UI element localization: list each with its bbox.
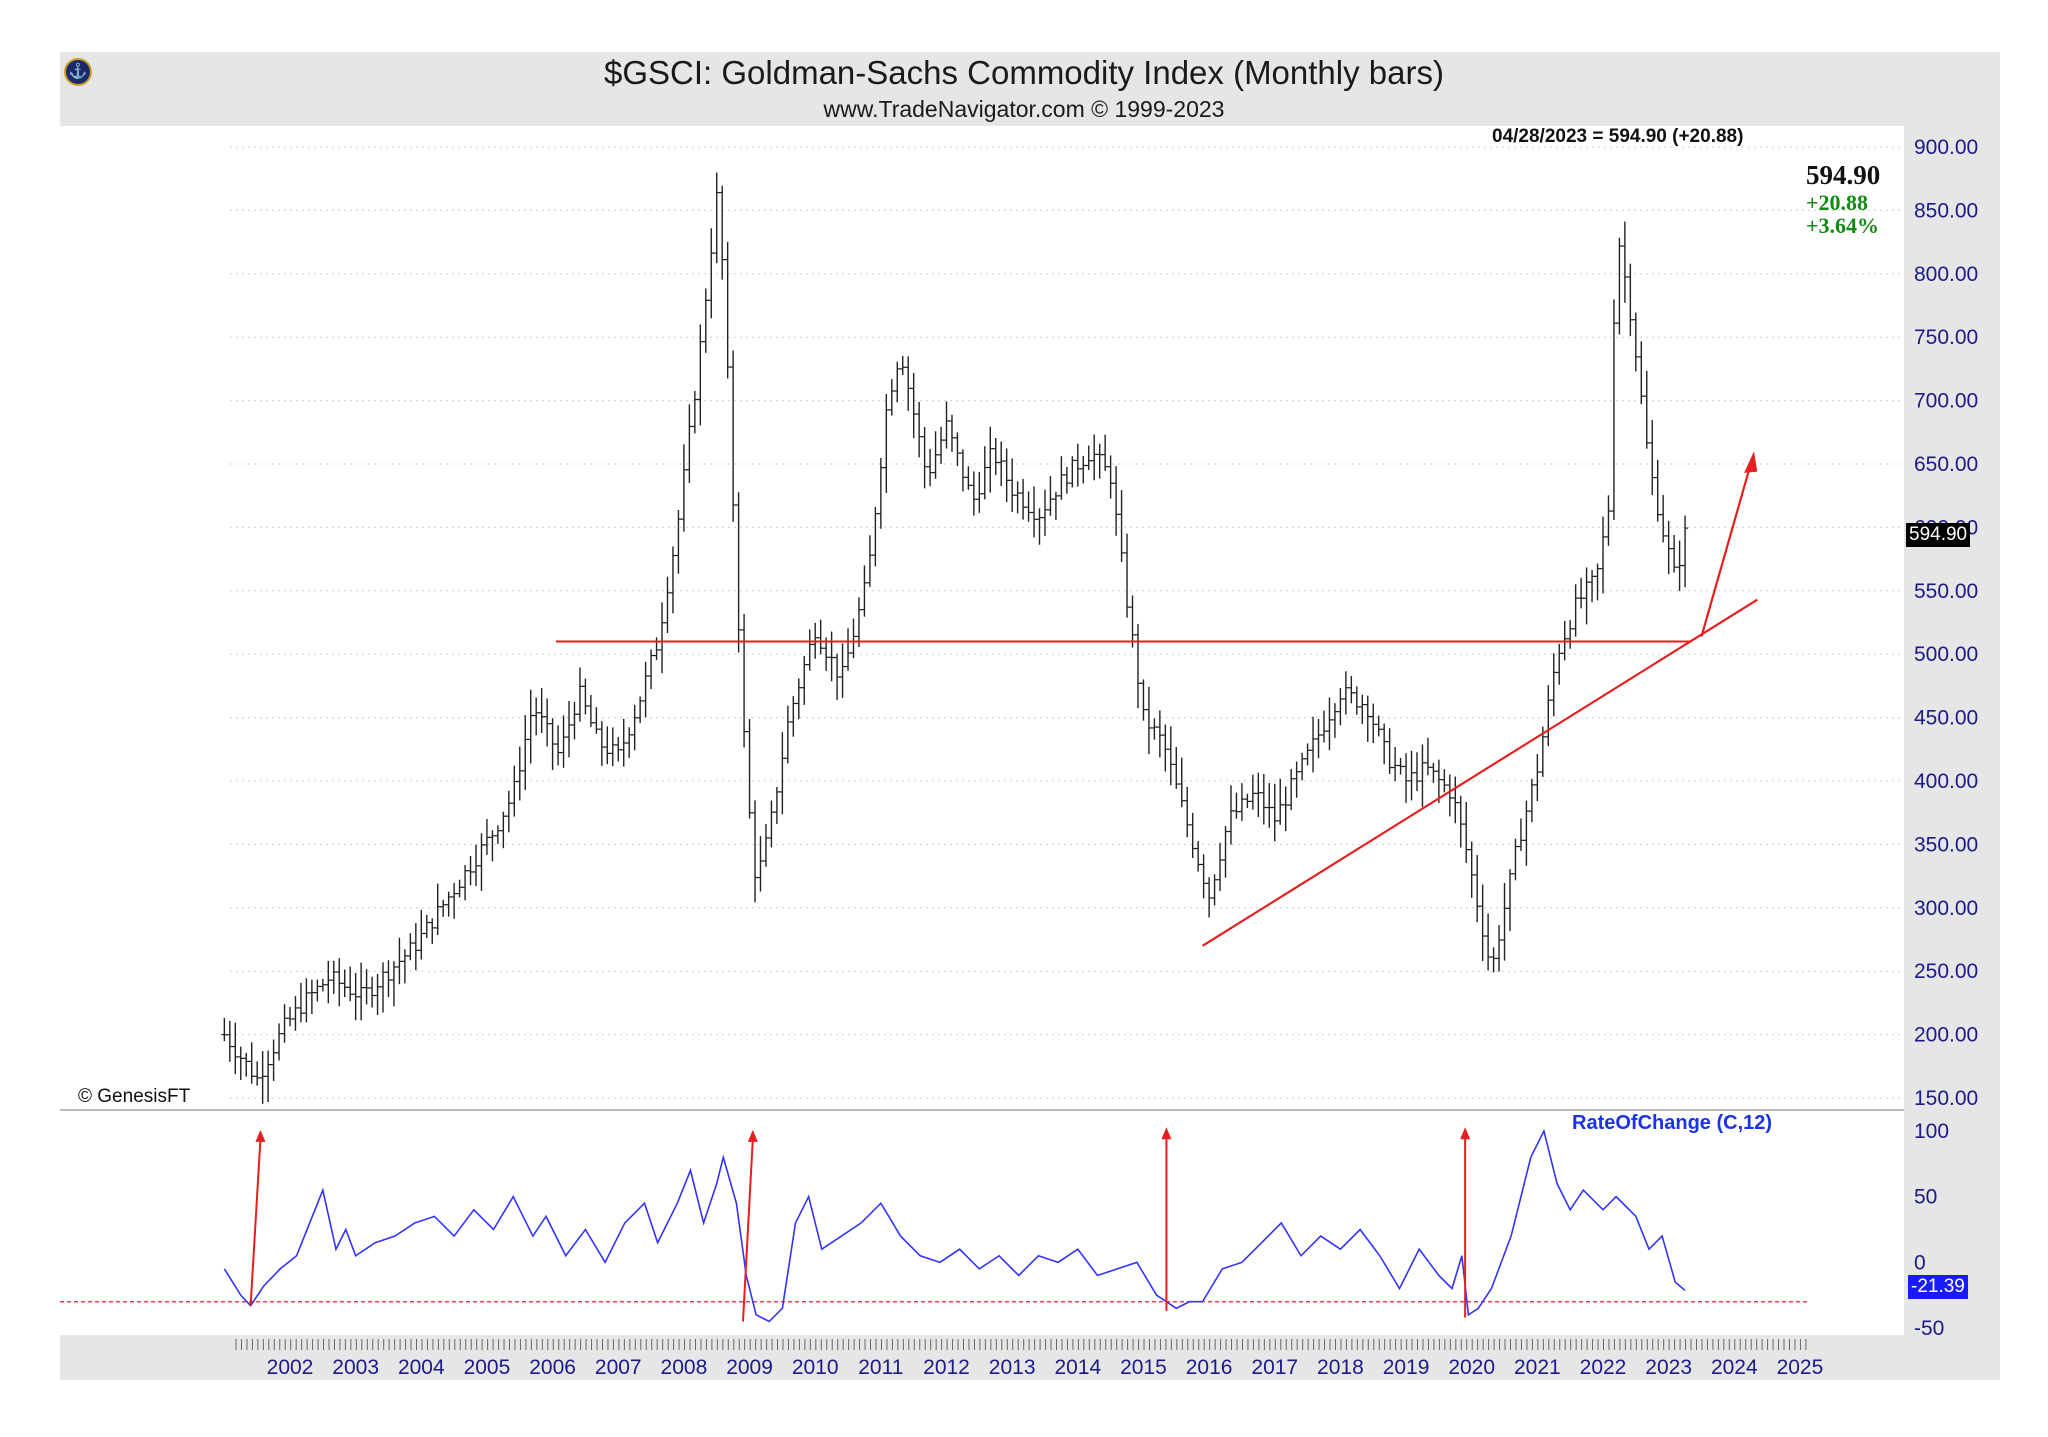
last-price: 594.90	[1806, 160, 1881, 190]
date-value-readout: 04/28/2023 = 594.90 (+20.88)	[1492, 126, 1744, 147]
roc-line	[223, 1128, 1686, 1323]
x-tick-label: 2025	[1777, 1356, 1824, 1379]
projection-arrowhead	[1744, 451, 1758, 473]
x-tick-label: 2014	[1054, 1356, 1101, 1379]
x-tick-label: 2017	[1251, 1356, 1298, 1379]
projection-arrow-line	[1700, 463, 1752, 637]
roc-signal-arrowhead	[747, 1129, 758, 1142]
x-tick-label: 2024	[1711, 1356, 1758, 1379]
price-tick-label: 350.00	[1914, 833, 1978, 856]
roc-signal-arrowhead	[1161, 1127, 1172, 1140]
price-change-percent: +3.64%	[1806, 213, 1880, 238]
x-tick-label: 2011	[858, 1356, 903, 1379]
x-tick-label: 2023	[1645, 1356, 1692, 1379]
x-tick-label: 2012	[923, 1356, 970, 1379]
roc-indicator-label[interactable]: RateOfChange (C,12)	[1572, 1112, 1773, 1134]
x-tick-label: 2007	[595, 1356, 642, 1379]
x-tick-label: 2020	[1448, 1356, 1495, 1379]
price-tick-label: 450.00	[1914, 707, 1978, 730]
price-tick-label: 800.00	[1914, 263, 1978, 286]
x-tick-label: 2003	[332, 1356, 379, 1379]
price-tick-label: 750.00	[1914, 326, 1978, 349]
price-tick-label: 550.00	[1914, 580, 1978, 603]
x-tick-label: 2005	[464, 1356, 511, 1379]
last-price-tag: 594.90	[1906, 523, 1971, 547]
price-tick-label: 150.00	[1914, 1087, 1978, 1110]
roc-tick-label: 100	[1914, 1120, 1949, 1143]
x-tick-label: 2004	[398, 1356, 445, 1379]
x-tick-label: 2006	[529, 1356, 576, 1379]
roc-tick-label: 50	[1914, 1186, 1937, 1209]
roc-tick-label: 0	[1914, 1251, 1926, 1274]
price-tick-label: 250.00	[1914, 960, 1978, 983]
x-tick-label: 2022	[1580, 1356, 1627, 1379]
x-tick-label: 2019	[1383, 1356, 1430, 1379]
roc-signal-arrowhead	[1460, 1127, 1471, 1140]
roc-plot-area[interactable]	[60, 1111, 1904, 1335]
x-tick-label: 2016	[1186, 1356, 1233, 1379]
rising-trendline	[1201, 598, 1758, 947]
price-tick-label: 900.00	[1914, 136, 1978, 159]
roc-signal-arrow	[741, 1138, 754, 1322]
price-tick-label: 200.00	[1914, 1024, 1978, 1047]
x-tick-label: 2009	[726, 1356, 773, 1379]
price-tick-label: 400.00	[1914, 770, 1978, 793]
x-tick-label: 2013	[989, 1356, 1036, 1379]
price-change: +20.88	[1806, 190, 1869, 215]
price-tick-label: 700.00	[1914, 390, 1978, 413]
x-tick-label: 2015	[1120, 1356, 1167, 1379]
genesis-copyright: © GenesisFT	[78, 1086, 191, 1107]
x-tick-label: 2002	[267, 1356, 314, 1379]
x-tick-label: 2008	[661, 1356, 708, 1379]
price-plot-area[interactable]	[60, 126, 1904, 1110]
roc-value-tag: -21.39	[1908, 1275, 1968, 1299]
price-tick-label: 850.00	[1914, 199, 1978, 222]
x-tick-label: 2021	[1514, 1356, 1561, 1379]
roc-signal-arrow	[249, 1138, 262, 1306]
price-tick-label: 500.00	[1914, 643, 1978, 666]
roc-signal-arrowhead	[255, 1129, 266, 1142]
price-tick-label: 300.00	[1914, 897, 1978, 920]
x-tick-label: 2010	[792, 1356, 839, 1379]
trade-navigator-logo-icon: ⚓	[64, 58, 92, 86]
price-tick-label: 650.00	[1914, 453, 1978, 476]
chart-subtitle: www.TradeNavigator.com © 1999-2023	[823, 96, 1225, 122]
roc-tick-label: -50	[1914, 1317, 1944, 1340]
x-tick-label: 2018	[1317, 1356, 1364, 1379]
chart-title: $GSCI: Goldman-Sachs Commodity Index (Mo…	[604, 54, 1444, 91]
